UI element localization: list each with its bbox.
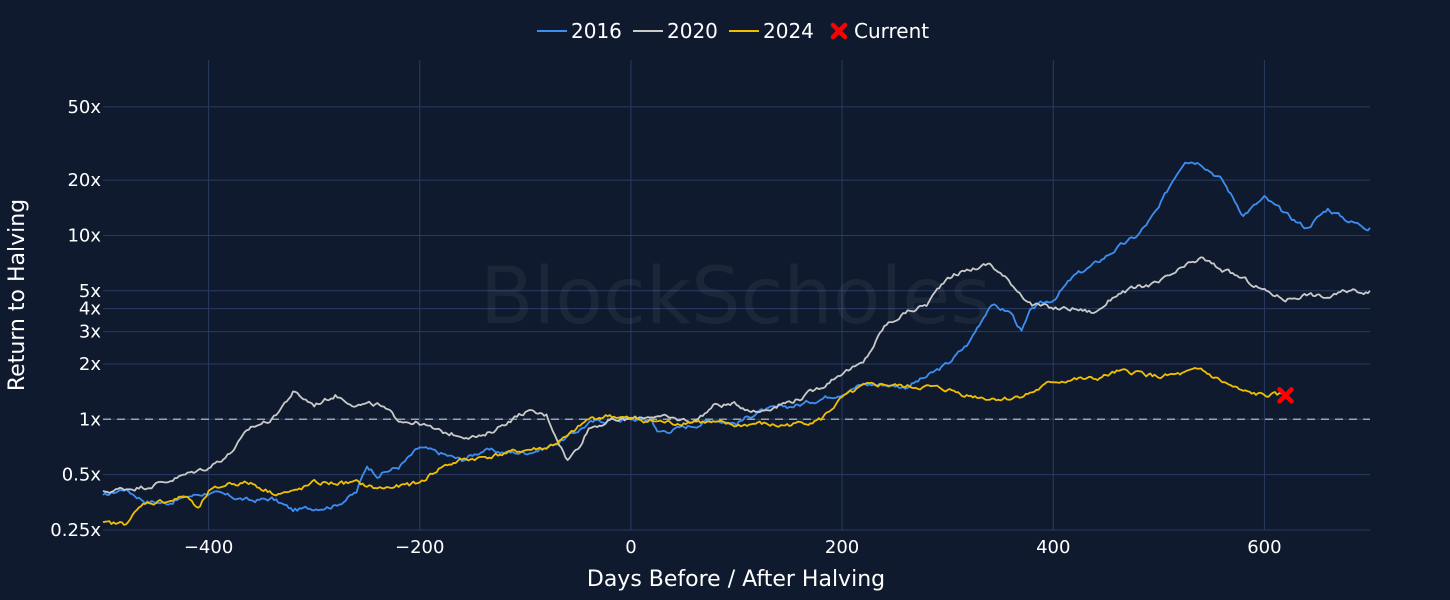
legend-item-2020[interactable]: 2020 — [633, 19, 718, 43]
watermark: BlockScholes — [480, 252, 991, 342]
series-layer — [102, 161, 1371, 526]
legend[interactable]: 2016 2020 2024 Current — [537, 19, 929, 43]
gridlines — [103, 60, 1370, 531]
y-tick-label: 10x — [67, 225, 101, 246]
y-tick-label: 1x — [79, 409, 101, 430]
x-axis-title: Days Before / After Halving — [587, 567, 885, 592]
x-tick-labels: −400 −200 0 200 400 600 — [184, 537, 1282, 558]
x-tick-label: 600 — [1247, 537, 1281, 558]
y-tick-label: 4x — [79, 299, 101, 320]
current-marker — [1277, 387, 1294, 404]
y-axis-title: Return to Halving — [5, 199, 30, 391]
legend-label: 2020 — [667, 19, 718, 43]
y-tick-label: 5x — [79, 281, 101, 302]
legend-label: Current — [854, 19, 929, 43]
legend-item-2016[interactable]: 2016 — [537, 19, 622, 43]
legend-item-2024[interactable]: 2024 — [729, 19, 814, 43]
series-line-2024 — [102, 367, 1286, 526]
y-tick-label: 50x — [67, 97, 101, 118]
legend-label: 2016 — [571, 19, 622, 43]
y-tick-label: 2x — [79, 354, 101, 375]
x-tick-label: 200 — [825, 537, 859, 558]
legend-label: 2024 — [763, 19, 814, 43]
series-line-2020 — [102, 256, 1371, 494]
y-tick-label: 20x — [67, 170, 101, 191]
x-tick-label: −200 — [395, 537, 444, 558]
legend-item-Current[interactable]: Current — [830, 19, 929, 43]
x-tick-label: 0 — [625, 537, 636, 558]
y-tick-label: 0.25x — [50, 520, 101, 541]
x-tick-label: −400 — [184, 537, 233, 558]
y-tick-label: 3x — [79, 322, 101, 343]
y-tick-label: 0.5x — [62, 465, 102, 486]
x-tick-label: 400 — [1036, 537, 1070, 558]
